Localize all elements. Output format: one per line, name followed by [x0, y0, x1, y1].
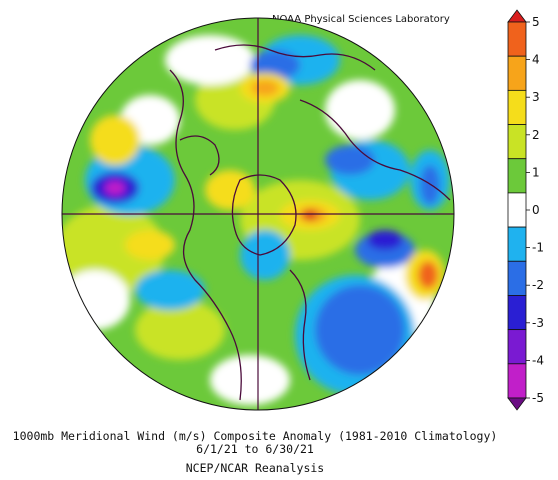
anomaly-patch: [105, 181, 125, 195]
colorbar-tick-label: -3: [532, 316, 544, 330]
anomaly-patch: [251, 80, 279, 96]
anomaly-patch: [62, 270, 130, 330]
coastline: [169, 69, 242, 401]
colorbar-tick-label: 3: [532, 90, 540, 104]
colorbar-tick-label: -4: [532, 353, 544, 367]
colorbar-swatch: [507, 124, 527, 160]
colorbar-tick-label: 1: [532, 165, 540, 179]
colorbar-top-arrow: [507, 9, 527, 23]
anomaly-patch: [418, 261, 438, 289]
colorbar-tick-label: 4: [532, 53, 540, 67]
anomaly-patch: [325, 80, 395, 140]
colorbar-tick-label: 5: [532, 15, 540, 29]
anomaly-patch: [135, 270, 205, 310]
anomaly-patch: [125, 230, 175, 260]
caption-source: NCEP/NCAR Reanalysis: [185, 461, 325, 475]
anomaly-patch: [325, 145, 375, 175]
anomaly-patch: [367, 230, 403, 250]
colorbar-swatch: [507, 55, 527, 91]
colorbar-swatch: [507, 226, 527, 262]
anomaly-field: [62, 18, 454, 410]
colorbar-swatch: [507, 260, 527, 296]
anomaly-patch: [250, 50, 300, 80]
anomaly-patch: [315, 285, 405, 375]
colorbar-swatch: [507, 89, 527, 125]
anomaly-patch: [205, 170, 255, 210]
caption-date-range: 6/1/21 to 6/30/21: [196, 442, 314, 456]
anomaly-map: [61, 17, 455, 411]
coastline: [231, 174, 297, 256]
colorbar-swatch: [507, 295, 527, 331]
colorbar-bottom-arrow: [507, 397, 527, 411]
caption-title: 1000mb Meridional Wind (m/s) Composite A…: [12, 429, 498, 443]
anomaly-patch: [420, 165, 440, 205]
colorbar-tick-label: -1: [532, 241, 544, 255]
anomaly-patch: [240, 230, 290, 280]
anomaly-patch: [135, 300, 225, 360]
coastline: [299, 99, 451, 201]
anomaly-patch: [210, 355, 290, 405]
colorbar-swatch: [507, 158, 527, 194]
coastline: [289, 269, 311, 381]
colorbar-swatch: [507, 363, 527, 399]
colorbar-tick-label: 2: [532, 128, 540, 142]
colorbar-tick-label: -2: [532, 278, 544, 292]
map-border: [61, 17, 455, 411]
anomaly-patch: [165, 35, 255, 85]
colorbar-swatch: [507, 329, 527, 365]
credit-label: NOAA Physical Sciences Laboratory: [272, 14, 450, 25]
coastline: [179, 135, 220, 176]
colorbar-swatch: [507, 21, 527, 57]
coastline: [214, 44, 376, 71]
coastlines: [169, 44, 451, 401]
anomaly-patch: [303, 210, 317, 220]
colorbar-tick-label: 0: [532, 203, 540, 217]
colorbar-tick-label: -5: [532, 391, 544, 405]
colorbar-swatch: [507, 192, 527, 228]
anomaly-patch: [90, 115, 140, 165]
